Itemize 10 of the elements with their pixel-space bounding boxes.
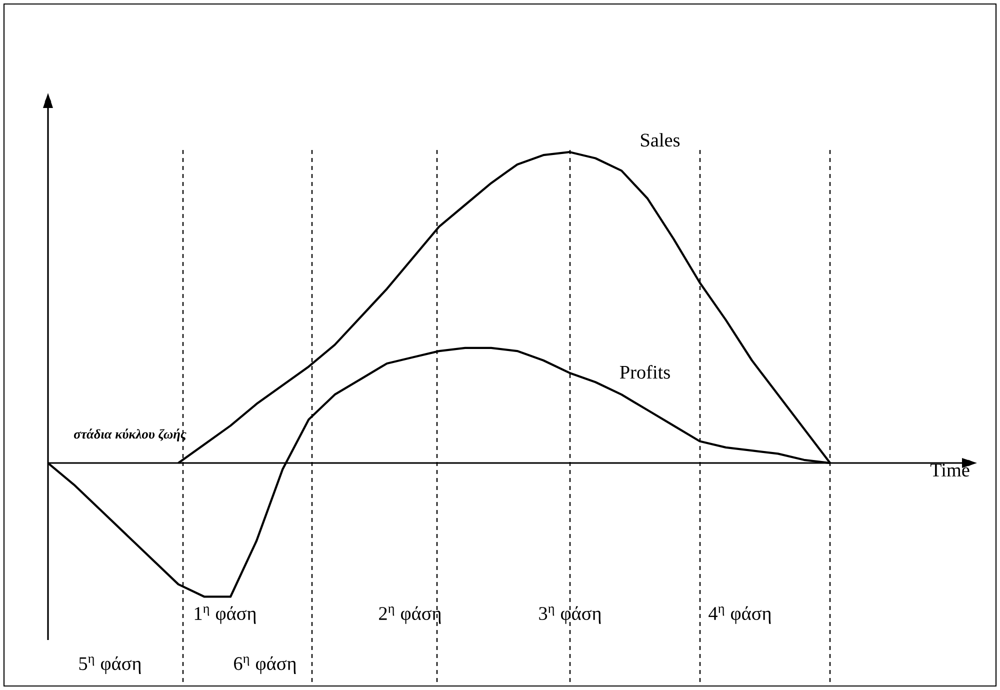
text: 4$^{η}$ φάση xyxy=(708,606,771,624)
text: 3$^{η}$ φάση xyxy=(539,606,601,624)
x-axis-title: Time xyxy=(930,464,970,477)
text: 5$^{η}$ φάση xyxy=(79,656,141,674)
series-label: Sales xyxy=(641,133,680,147)
text: 6$^{η}$ φάση xyxy=(234,656,296,674)
text: 2$^{η}$ φάση xyxy=(379,606,441,624)
annotation: στάδια κύκλου ζωής xyxy=(74,428,186,442)
series-label: Profits xyxy=(620,365,670,379)
text: 1$^{η}$ φάση xyxy=(194,606,256,624)
